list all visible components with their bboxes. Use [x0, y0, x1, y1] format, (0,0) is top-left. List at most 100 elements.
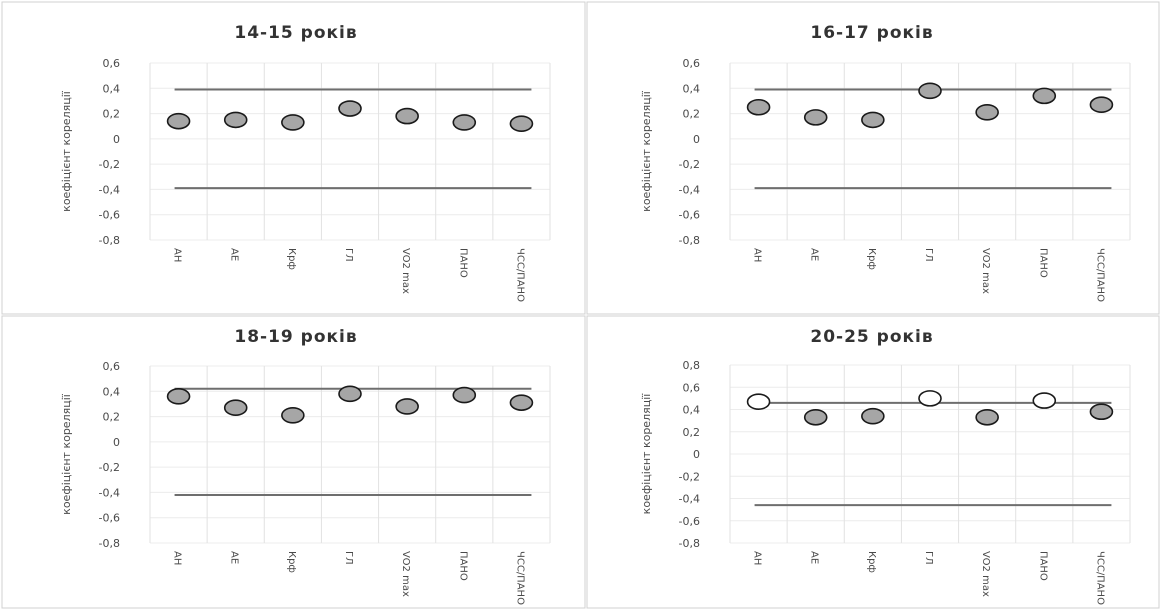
data-point-4: [338, 100, 362, 117]
x-tick-label: АЕ: [809, 248, 820, 261]
y-tick-label: 0,6: [683, 57, 701, 70]
data-point-5: [395, 398, 419, 415]
y-axis-label: коефіцієнт кореляції: [60, 393, 73, 515]
panel-frame: [1, 1, 586, 315]
x-tick-label: ЧСС/ПАНО: [1094, 248, 1105, 302]
data-point-1: [746, 98, 771, 116]
x-tick-label: ГЛ: [923, 551, 934, 565]
data-point-7: [509, 394, 534, 411]
y-tick-label: -0,8: [99, 537, 120, 550]
data-point-2: [803, 408, 828, 426]
data-point-5: [975, 104, 999, 121]
x-tick-label: АН: [752, 551, 763, 565]
y-tick-label: 0,4: [683, 404, 701, 417]
y-tick-label: -0,8: [679, 234, 700, 247]
x-tick-label: АН: [172, 248, 183, 262]
x-tick-label: АЕ: [229, 248, 240, 261]
y-tick-label: -0,2: [99, 461, 120, 474]
data-point-7: [509, 115, 534, 132]
panel-frame: [1, 315, 586, 609]
x-tick-label: ПАНО: [1037, 248, 1048, 278]
data-point-4: [918, 390, 942, 407]
x-tick-label: ПАНО: [457, 551, 468, 581]
x-tick-label: Крф: [866, 248, 877, 270]
x-tick-label: ПАНО: [1037, 551, 1048, 581]
data-point-3: [281, 407, 305, 424]
y-tick-label: 0,8: [683, 359, 701, 372]
data-point-6: [1032, 392, 1057, 409]
data-point-6: [452, 114, 477, 131]
y-tick-label: -0,4: [99, 183, 120, 196]
y-tick-label: 0,6: [103, 360, 121, 373]
y-tick-label: 0,2: [683, 108, 701, 121]
y-tick-label: 0,2: [683, 426, 701, 439]
panel-frame: [586, 1, 1160, 315]
data-point-3: [861, 111, 885, 129]
y-tick-label: 0: [693, 133, 700, 146]
x-tick-label: VO2 max: [400, 248, 411, 294]
x-tick-label: ЧСС/ПАНО: [1094, 551, 1105, 605]
data-point-7: [1089, 403, 1114, 421]
x-tick-label: ГЛ: [923, 248, 934, 262]
y-tick-label: -0,2: [99, 158, 120, 171]
chart-title: 20-25 років: [810, 327, 933, 347]
chart-title: 14-15 років: [234, 23, 357, 43]
x-tick-label: ГЛ: [343, 248, 354, 262]
data-point-6: [452, 386, 477, 404]
y-tick-label: -0,4: [679, 493, 700, 506]
data-point-1: [166, 388, 191, 405]
y-tick-label: 0,4: [103, 385, 121, 398]
x-tick-label: ГЛ: [343, 551, 354, 565]
x-tick-label: VO2 max: [980, 551, 991, 597]
y-tick-label: -0,4: [99, 486, 120, 499]
y-tick-label: -0,6: [679, 209, 700, 222]
data-point-2: [223, 111, 248, 129]
y-tick-label: -0,4: [679, 183, 700, 196]
y-tick-label: 0: [113, 436, 120, 449]
data-point-7: [1089, 96, 1114, 114]
y-tick-label: 0,4: [683, 82, 701, 95]
chart-panel-2: 0,6 0,4 0,2 0 -0,2 -0,4 -0,6 -0,8 АН АЕ Крф ГЛ VO2 m…: [586, 1, 1160, 315]
chart-panel-1: 0,6 0,4 0,2 0 -0,2 -0,4 -0,6 -0,8 АН АЕ Крф ГЛ VO2 m…: [1, 1, 586, 315]
y-tick-label: -0,6: [679, 515, 700, 528]
y-tick-label: -0,6: [99, 209, 120, 222]
y-tick-label: 0: [693, 448, 700, 461]
data-point-5: [975, 408, 999, 426]
y-tick-label: -0,8: [99, 234, 120, 247]
y-axis-label: коефіцієнт кореляції: [640, 393, 653, 515]
chart-title: 16-17 років: [810, 23, 933, 43]
y-tick-label: -0,2: [679, 470, 700, 483]
y-tick-label: 0: [113, 133, 120, 146]
y-tick-label: -0,6: [99, 512, 120, 525]
y-tick-label: 0,6: [683, 381, 701, 394]
data-point-2: [223, 399, 248, 417]
y-axis-label: коефіцієнт кореляції: [640, 90, 653, 212]
y-tick-label: -0,8: [679, 537, 700, 550]
x-tick-label: Крф: [866, 551, 877, 573]
x-tick-label: Крф: [286, 248, 297, 270]
x-tick-label: ЧСС/ПАНО: [514, 551, 525, 605]
data-point-2: [803, 109, 828, 126]
x-tick-label: VO2 max: [400, 551, 411, 597]
chart-panel-4: 0,8 0,6 0,4 0,2 0 -0,2 -0,4 -0,6 -0,8 АН АЕ Крф ГЛ VO…: [586, 315, 1160, 609]
x-tick-label: АЕ: [229, 551, 240, 564]
data-point-6: [1032, 87, 1057, 105]
x-tick-label: АН: [172, 551, 183, 565]
y-tick-label: 0,6: [103, 57, 121, 70]
data-point-4: [918, 82, 942, 100]
data-point-4: [338, 385, 362, 403]
chart-title: 18-19 років: [234, 327, 357, 347]
data-point-3: [861, 407, 885, 425]
data-point-1: [746, 393, 771, 411]
x-tick-label: ПАНО: [457, 248, 468, 278]
y-axis-label: коефіцієнт кореляції: [60, 90, 73, 212]
y-tick-label: 0,2: [103, 411, 121, 424]
x-tick-label: VO2 max: [980, 248, 991, 294]
y-tick-label: -0,2: [679, 158, 700, 171]
x-tick-label: АЕ: [809, 551, 820, 564]
data-point-1: [166, 112, 191, 130]
chart-panel-3: 0,6 0,4 0,2 0 -0,2 -0,4 -0,6 -0,8 АН АЕ Крф ГЛ VO2 m…: [1, 315, 586, 609]
data-point-3: [281, 114, 305, 131]
x-tick-label: Крф: [286, 551, 297, 573]
